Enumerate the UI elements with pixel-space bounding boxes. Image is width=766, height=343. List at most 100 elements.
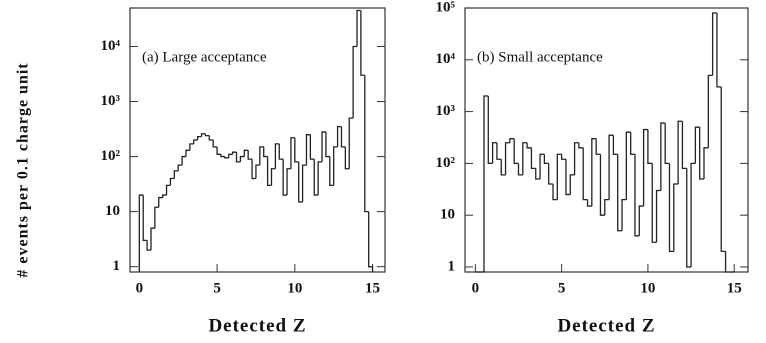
- histogram-bin: [154, 206, 159, 229]
- histogram-bin: [305, 134, 311, 166]
- y-tick-label: 10³: [436, 103, 456, 119]
- histogram-bin: [608, 134, 614, 200]
- x-tick-label: 5: [558, 280, 566, 296]
- histogram-bin: [340, 126, 346, 148]
- histogram-bin: [673, 183, 679, 252]
- histogram-bin: [235, 152, 241, 163]
- histogram-bin: [724, 251, 730, 273]
- y-tick-label: 1: [448, 258, 456, 274]
- y-tick-label: 10: [105, 203, 120, 219]
- histogram-bin: [686, 168, 692, 268]
- y-tick-label: 10: [440, 207, 455, 223]
- histogram-bin: [496, 142, 502, 160]
- x-tick-label: 5: [213, 280, 221, 296]
- histogram-bin: [251, 159, 256, 180]
- histogram-bin: [513, 138, 519, 165]
- x-axis-label: Detected Z: [557, 315, 655, 336]
- histogram-bin: [630, 132, 635, 155]
- histogram-bin: [364, 75, 369, 213]
- histogram-bin: [582, 147, 588, 201]
- histogram-bin: [344, 146, 350, 170]
- histogram-bin: [208, 135, 214, 141]
- histogram-bin: [530, 147, 536, 170]
- histogram-bin: [298, 161, 303, 203]
- histogram-bin: [560, 154, 566, 160]
- histogram-bin: [224, 156, 229, 159]
- histogram-bin: [301, 164, 307, 202]
- plot-frame: [129, 7, 386, 273]
- histogram-bin: [282, 159, 288, 196]
- histogram-bin: [591, 138, 597, 207]
- histogram-bin: [621, 198, 627, 231]
- histogram-bin: [651, 163, 657, 243]
- histogram-bin: [634, 154, 640, 237]
- histogram-bin: [212, 140, 218, 148]
- histogram-bin: [552, 184, 558, 201]
- histogram-bin: [504, 142, 510, 175]
- histogram-bin: [158, 196, 163, 208]
- histogram-bin: [321, 131, 326, 162]
- histogram-bin: [500, 159, 506, 176]
- histogram-bin: [711, 12, 717, 76]
- histogram-bin: [526, 142, 532, 149]
- histogram-bin: [578, 142, 584, 149]
- histogram-bin: [660, 122, 666, 191]
- histogram-bin: [294, 137, 299, 163]
- histogram-bin: [720, 86, 726, 253]
- histogram-bin: [509, 138, 515, 143]
- histogram-bin: [317, 161, 323, 196]
- y-tick-label: 10²: [436, 155, 456, 171]
- histogram-bin: [263, 146, 268, 158]
- y-tick-label: 1: [113, 258, 121, 274]
- histogram-bin: [162, 194, 167, 198]
- histogram-bin: [259, 146, 264, 166]
- histogram-bin: [239, 155, 245, 162]
- y-tick-label: 10⁴: [436, 51, 456, 67]
- histogram-bin: [586, 199, 592, 207]
- histogram-bin: [595, 138, 601, 155]
- histogram-bin: [216, 146, 221, 155]
- histogram-bin: [177, 164, 183, 171]
- histogram-bin: [146, 240, 151, 251]
- histogram-bin: [638, 205, 644, 236]
- histogram-bin: [565, 159, 571, 196]
- histogram-bin: [243, 149, 249, 157]
- histogram-bin: [604, 198, 610, 216]
- histogram-bin: [181, 155, 186, 166]
- histogram-bin: [548, 163, 554, 185]
- x-tick-label: 10: [640, 280, 655, 296]
- histogram-bin: [612, 135, 618, 155]
- histogram-bin: [278, 143, 284, 160]
- histogram-bin: [360, 10, 365, 76]
- annotation: (b) Small acceptance: [477, 49, 603, 65]
- histogram-bin: [138, 194, 144, 272]
- histogram-bin: [681, 121, 687, 170]
- histogram-bin: [707, 74, 713, 148]
- histogram-bin: [348, 117, 354, 169]
- histogram-bin: [599, 154, 605, 216]
- histogram-bin: [228, 153, 233, 158]
- histogram-bin: [165, 184, 171, 196]
- histogram-bin: [325, 131, 330, 158]
- histogram-bin: [270, 168, 276, 186]
- histogram-bin: [655, 189, 661, 243]
- histogram-bin: [173, 170, 179, 179]
- x-tick-label: 10: [287, 280, 302, 296]
- x-axis-label: Detected Z: [208, 315, 306, 336]
- histogram-bin: [539, 153, 545, 179]
- histogram-bin: [185, 149, 190, 157]
- histogram-bin: [491, 142, 497, 164]
- histogram-bin: [266, 156, 272, 187]
- histogram-bin: [664, 123, 670, 165]
- histogram-bin: [142, 195, 148, 242]
- histogram-bin: [522, 142, 528, 175]
- x-tick-label: 0: [472, 280, 480, 296]
- histogram-bin: [573, 142, 579, 175]
- histogram-bin: [286, 168, 291, 196]
- x-tick-label: 15: [727, 280, 742, 296]
- histogram-bin: [368, 211, 373, 268]
- histogram-bin: [690, 162, 696, 267]
- histogram-bin: [247, 150, 253, 160]
- histogram-bin: [169, 177, 175, 186]
